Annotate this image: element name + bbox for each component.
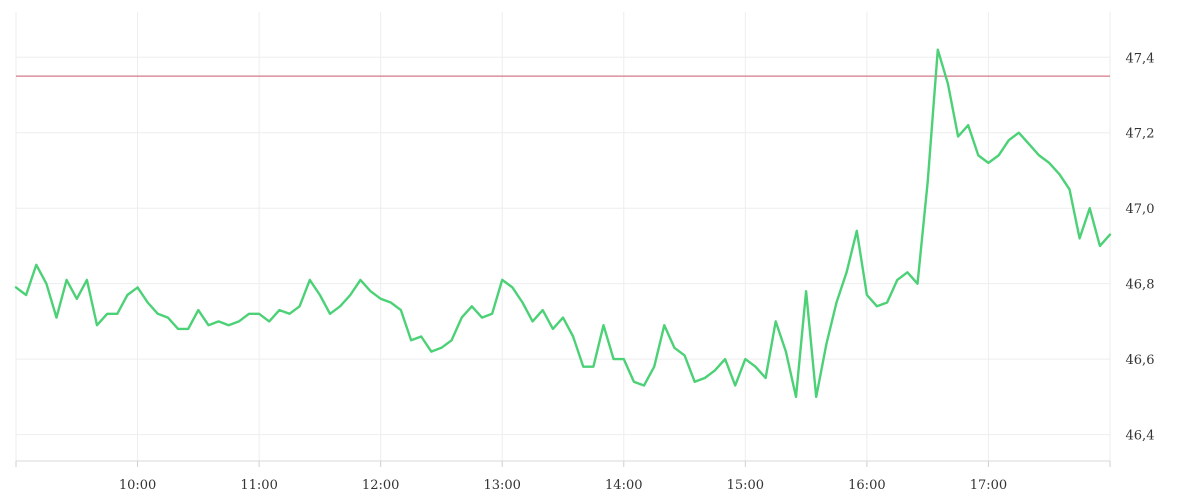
series-group: [14, 48, 1112, 399]
tick-labels: 10:00 11:00 12:00 13:00 14:00 15:00 16:00 17:00…: [119, 51, 1155, 493]
x-tick-label: 17:00: [970, 478, 1007, 493]
y-tick-label: 47,4: [1126, 51, 1155, 66]
x-tick-label: 11:00: [240, 478, 277, 493]
y-tick-label: 46,8: [1126, 278, 1155, 293]
x-tick-label: 15:00: [727, 478, 764, 493]
grid: [15, 12, 1111, 461]
x-tick-label: 14:00: [605, 478, 642, 493]
y-tick-label: 47,2: [1126, 127, 1155, 142]
y-tick-label: 46,6: [1126, 353, 1155, 368]
axes: [15, 460, 1111, 467]
x-tick-label: 12:00: [362, 478, 399, 493]
y-tick-label: 47,0: [1126, 202, 1155, 217]
x-tick-label: 16:00: [848, 478, 885, 493]
x-tick-label: 13:00: [483, 478, 520, 493]
y-tick-label: 46,4: [1126, 429, 1155, 444]
series-line-0: [14, 48, 1112, 399]
x-tick-label: 10:00: [119, 478, 156, 493]
